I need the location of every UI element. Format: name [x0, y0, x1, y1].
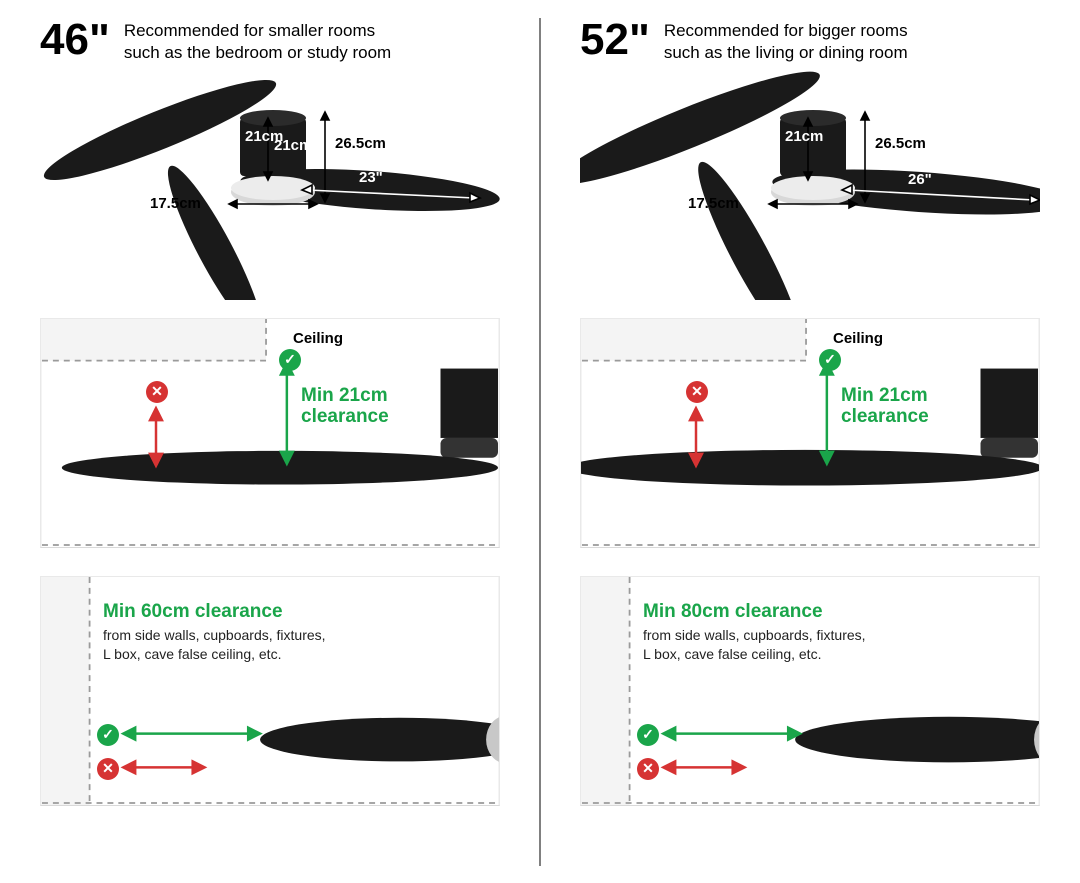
no-badge-side: ✕: [637, 758, 659, 780]
panel-46in: 46" Recommended for smaller rooms such a…: [0, 0, 540, 883]
dim-blade-length: 23": [359, 169, 383, 186]
clearance-top-text: Min 21cm clearance: [841, 385, 929, 429]
side-clearance-diagram-52: Min 80cm clearance from side walls, cupb…: [580, 576, 1040, 806]
dim-total-height: 26.5cm: [335, 135, 386, 152]
ok-badge-top: ✓: [279, 349, 301, 371]
ceiling-svg: [41, 319, 499, 547]
check-icon: ✓: [279, 349, 301, 371]
ceiling-label: Ceiling: [293, 330, 343, 347]
fan-svg-52: [580, 70, 1040, 300]
clearance-top-text: Min 21cm clearance: [301, 385, 389, 429]
dim-total-height: 26.5cm: [875, 135, 926, 152]
ceiling-svg: [581, 319, 1039, 547]
dim-light-width: 17.5cm: [688, 195, 739, 212]
side-clearance-title: Min 60cm clearance: [103, 601, 326, 623]
fan-illustration-52: 26.5cm 17.5cm 26" 21cm: [580, 70, 1040, 300]
side-clearance-sub: from side walls, cupboards, fixtures, L …: [643, 626, 866, 664]
dim-light-width: 17.5cm: [150, 195, 201, 212]
side-clearance-title: Min 80cm clearance: [643, 601, 866, 623]
check-icon: ✓: [97, 724, 119, 746]
x-icon: ✕: [686, 381, 708, 403]
fan-svg-46: 21cm: [40, 70, 500, 300]
check-icon: ✓: [637, 724, 659, 746]
no-badge-side: ✕: [97, 758, 119, 780]
no-badge-top: ✕: [146, 381, 168, 403]
side-clearance-diagram-46: Min 60cm clearance from side walls, cupb…: [40, 576, 500, 806]
side-clearance-block: Min 80cm clearance from side walls, cupb…: [643, 601, 866, 665]
fan-illustration-46: 21cm 26.5cm 17.5cm 23" 21cm: [40, 70, 500, 300]
panel-52in: 52" Recommended for bigger rooms such as…: [540, 0, 1080, 883]
side-clearance-block: Min 60cm clearance from side walls, cupb…: [103, 601, 326, 665]
dim-blade-length: 26": [908, 171, 932, 188]
dim-motor-height: 21cm: [785, 128, 823, 145]
center-divider: [540, 18, 541, 866]
header-52: 52" Recommended for bigger rooms such as…: [580, 18, 1040, 64]
x-icon: ✕: [146, 381, 168, 403]
check-icon: ✓: [819, 349, 841, 371]
dim-motor-height: 21cm: [245, 128, 283, 145]
size-value: 52": [580, 18, 650, 62]
ok-badge-side: ✓: [97, 724, 119, 746]
size-value: 46": [40, 18, 110, 62]
ceiling-clearance-diagram-46: Ceiling Min 21cm clearance ✓ ✕: [40, 318, 500, 548]
size-desc: Recommended for bigger rooms such as the…: [664, 18, 908, 64]
no-badge-top: ✕: [686, 381, 708, 403]
x-icon: ✕: [637, 758, 659, 780]
x-icon: ✕: [97, 758, 119, 780]
ok-badge-side: ✓: [637, 724, 659, 746]
ceiling-clearance-diagram-52: Ceiling Min 21cm clearance ✓ ✕: [580, 318, 1040, 548]
ceiling-label: Ceiling: [833, 330, 883, 347]
size-desc: Recommended for smaller rooms such as th…: [124, 18, 391, 64]
header-46: 46" Recommended for smaller rooms such a…: [40, 18, 500, 64]
side-clearance-sub: from side walls, cupboards, fixtures, L …: [103, 626, 326, 664]
ok-badge-top: ✓: [819, 349, 841, 371]
